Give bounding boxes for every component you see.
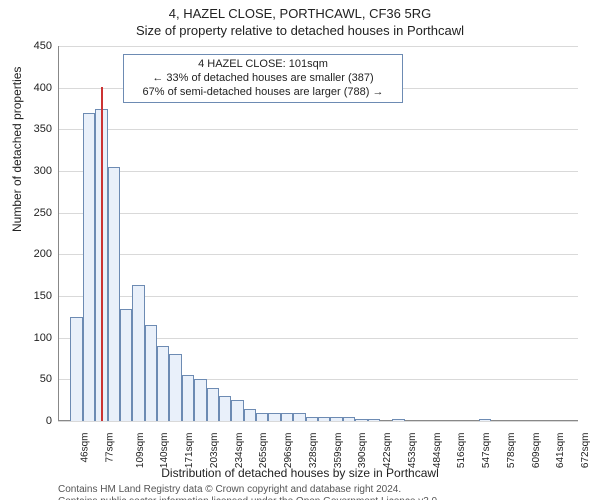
- callout-line-3: 67% of semi-detached houses are larger (…: [132, 86, 394, 100]
- histogram-bar: [479, 419, 491, 421]
- y-axis-line: [58, 46, 59, 421]
- plot-area: 05010015020025030035040045046sqm77sqm109…: [58, 46, 578, 421]
- gridline: [58, 421, 578, 422]
- property-callout: 4 HAZEL CLOSE: 101sqm← 33% of detached h…: [123, 54, 403, 103]
- histogram-bar: [281, 413, 293, 421]
- histogram-bar: [293, 413, 305, 421]
- histogram-bar: [194, 379, 206, 421]
- histogram-bar: [120, 309, 132, 422]
- ytick-label: 450: [12, 40, 52, 52]
- gridline: [58, 254, 578, 255]
- histogram-bar: [83, 113, 95, 421]
- ytick-label: 400: [12, 82, 52, 94]
- histogram-bar: [368, 419, 380, 421]
- histogram-bar: [108, 167, 120, 421]
- xtick-label: 547sqm: [481, 433, 492, 469]
- ytick-label: 200: [12, 248, 52, 260]
- ytick-label: 150: [12, 290, 52, 302]
- xtick-label: 578sqm: [506, 433, 517, 469]
- chart-title-address: 4, HAZEL CLOSE, PORTHCAWL, CF36 5RG: [0, 0, 600, 21]
- histogram-bar: [355, 419, 367, 421]
- xtick-label: 672sqm: [580, 433, 591, 469]
- histogram-bar: [392, 419, 404, 421]
- gridline: [58, 171, 578, 172]
- ytick-label: 350: [12, 123, 52, 135]
- ytick-label: 100: [12, 332, 52, 344]
- xtick-label: 516sqm: [457, 433, 468, 469]
- histogram-bar: [318, 417, 330, 421]
- ytick-label: 0: [12, 415, 52, 427]
- xtick-label: 609sqm: [531, 433, 542, 469]
- histogram-bar: [330, 417, 342, 421]
- histogram-bar: [244, 409, 256, 422]
- histogram-bar: [182, 375, 194, 421]
- xtick-label: 234sqm: [234, 433, 245, 469]
- callout-line-2: ← 33% of detached houses are smaller (38…: [132, 72, 394, 86]
- gridline: [58, 46, 578, 47]
- xtick-label: 453sqm: [407, 433, 418, 469]
- xtick-label: 46sqm: [80, 433, 91, 463]
- xtick-label: 140sqm: [159, 433, 170, 469]
- histogram-bar: [145, 325, 157, 421]
- footer-line-2: Contains public sector information licen…: [58, 496, 440, 500]
- property-marker-line: [101, 87, 103, 421]
- attribution-footer: Contains HM Land Registry data © Crown c…: [58, 484, 440, 500]
- xtick-label: 171sqm: [184, 433, 195, 469]
- ytick-label: 300: [12, 165, 52, 177]
- xtick-label: 390sqm: [357, 433, 368, 469]
- histogram-bar: [70, 317, 82, 421]
- xtick-label: 109sqm: [135, 433, 146, 469]
- histogram-bar: [219, 396, 231, 421]
- footer-line-1: Contains HM Land Registry data © Crown c…: [58, 484, 440, 496]
- ytick-label: 250: [12, 207, 52, 219]
- xtick-label: 359sqm: [333, 433, 344, 469]
- xtick-label: 203sqm: [209, 433, 220, 469]
- callout-line-1: 4 HAZEL CLOSE: 101sqm: [132, 58, 394, 72]
- histogram-bar: [207, 388, 219, 421]
- gridline: [58, 129, 578, 130]
- xtick-label: 484sqm: [432, 433, 443, 469]
- histogram-bar: [343, 417, 355, 421]
- ytick-label: 50: [12, 373, 52, 385]
- xtick-label: 77sqm: [104, 433, 115, 463]
- histogram-bar: [256, 413, 268, 421]
- histogram-bar: [306, 417, 318, 421]
- histogram-bar: [231, 400, 243, 421]
- xtick-label: 265sqm: [258, 433, 269, 469]
- xtick-label: 296sqm: [283, 433, 294, 469]
- histogram-bar: [132, 285, 144, 421]
- histogram-bar: [169, 354, 181, 421]
- xtick-label: 422sqm: [382, 433, 393, 469]
- histogram-bar: [157, 346, 169, 421]
- histogram-bar: [268, 413, 280, 421]
- xtick-label: 328sqm: [308, 433, 319, 469]
- chart-title-sub: Size of property relative to detached ho…: [0, 21, 600, 40]
- x-axis-label: Distribution of detached houses by size …: [0, 466, 600, 480]
- gridline: [58, 213, 578, 214]
- chart-container: 4, HAZEL CLOSE, PORTHCAWL, CF36 5RG Size…: [0, 0, 600, 500]
- xtick-label: 641sqm: [556, 433, 567, 469]
